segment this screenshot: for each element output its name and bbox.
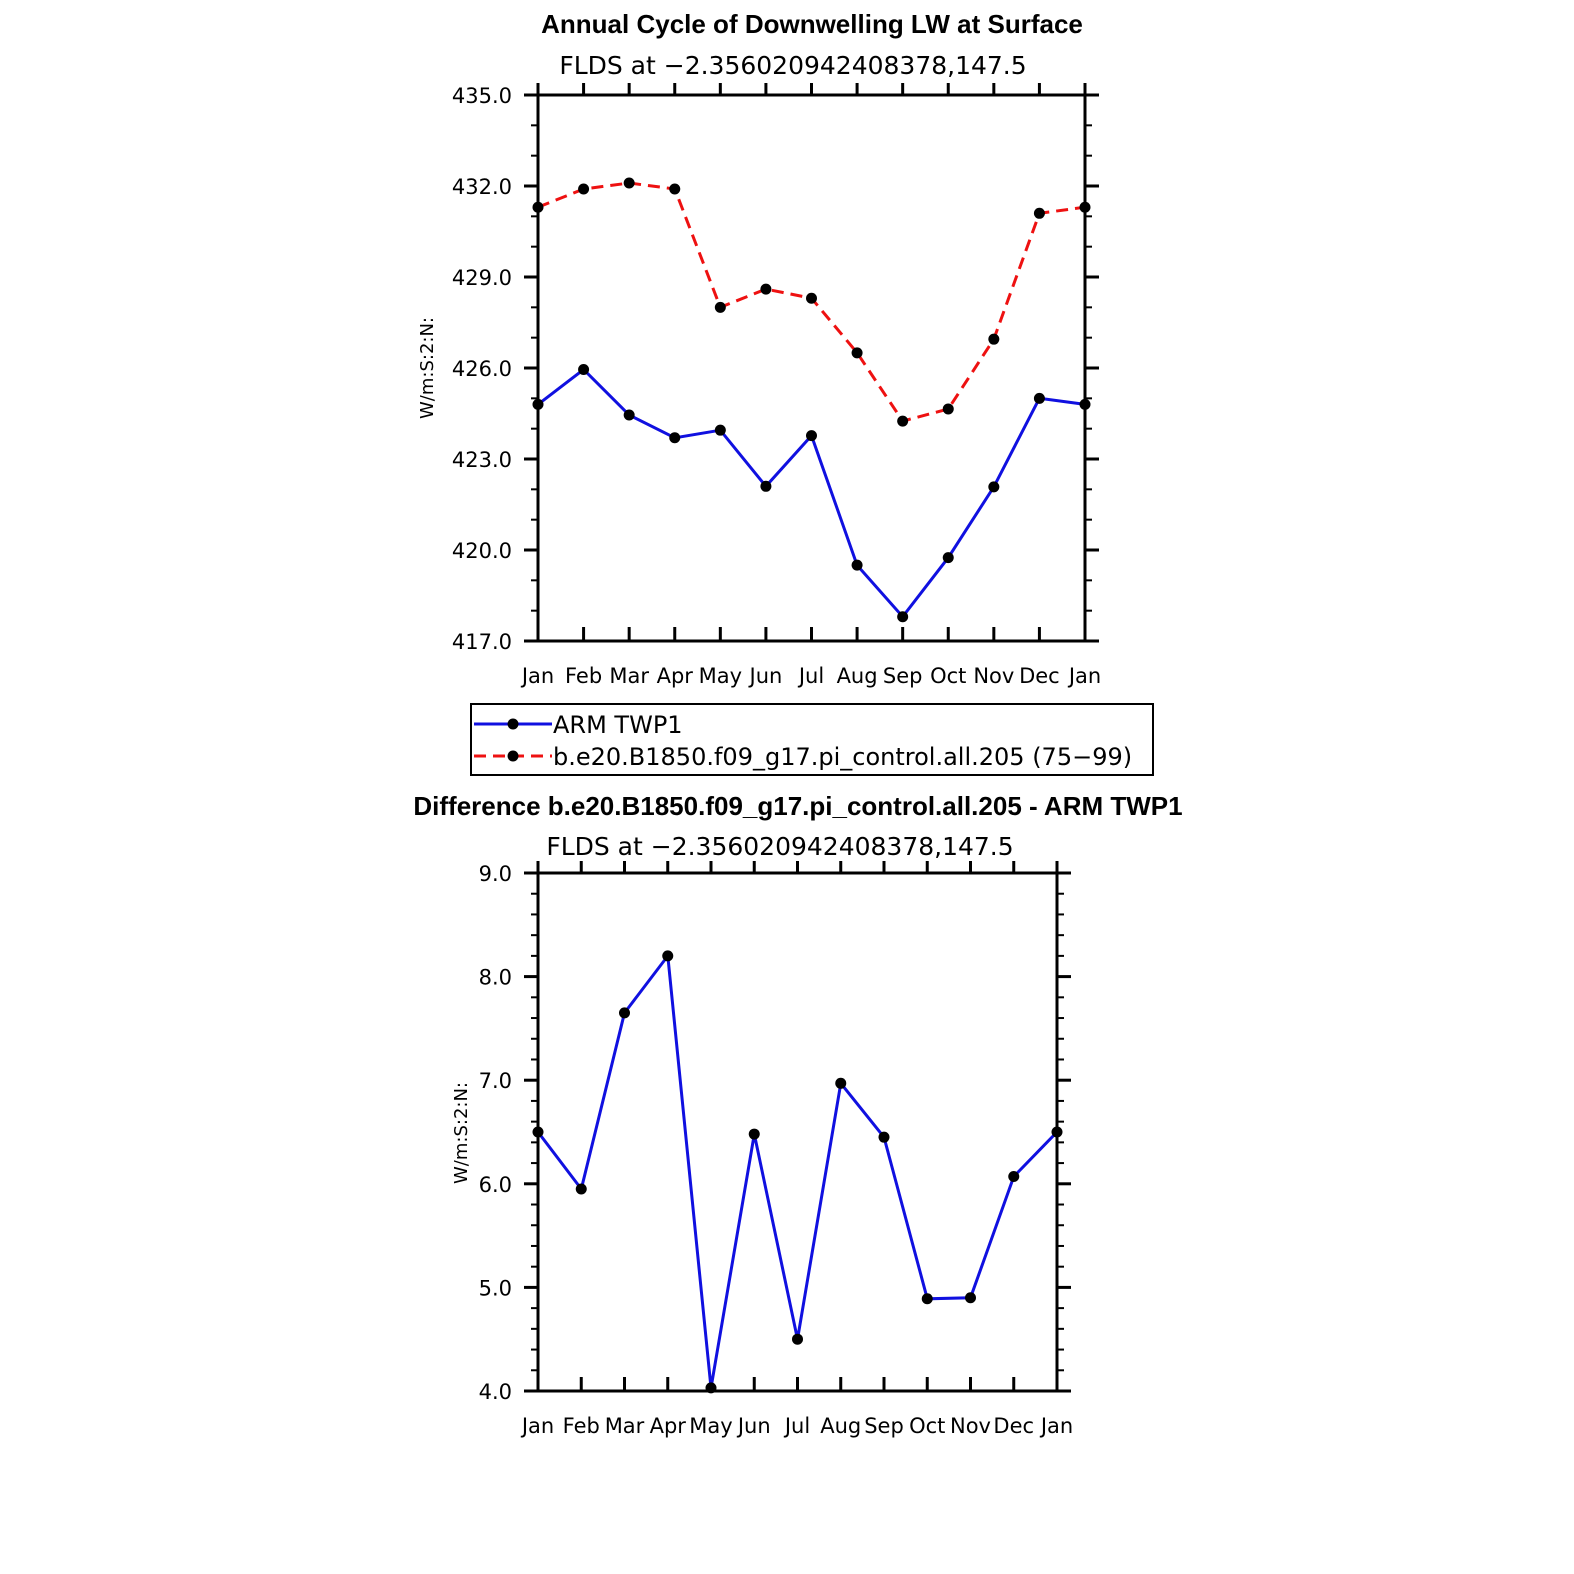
- data-point: [714, 301, 726, 313]
- chart-title: Annual Cycle of Downwelling LW at Surfac…: [541, 9, 1083, 39]
- data-point: [619, 1007, 630, 1019]
- x-tick-label: Jun: [748, 664, 783, 688]
- tick-marks: [524, 83, 1099, 643]
- data-point: [760, 283, 772, 295]
- data-point: [897, 415, 909, 427]
- x-tick-label: Jan: [1039, 1414, 1073, 1438]
- data-point: [942, 403, 954, 415]
- x-tick-label: Jan: [520, 664, 554, 688]
- data-point: [806, 292, 817, 304]
- series-layer: [532, 177, 1091, 623]
- plot-frame: [536, 93, 1087, 643]
- data-point: [792, 1333, 803, 1345]
- y-tick-label: 7.0: [479, 1069, 512, 1093]
- data-point: [851, 559, 863, 571]
- x-tick-label: Jun: [736, 1414, 771, 1438]
- y-tick-label: 417.0: [452, 630, 512, 654]
- data-point: [578, 364, 590, 376]
- data-point: [662, 950, 674, 962]
- x-tick-label: Mar: [609, 664, 649, 688]
- data-point: [760, 480, 772, 492]
- data-point: [988, 481, 1000, 493]
- x-tick-label: Nov: [950, 1414, 991, 1438]
- x-tick-label: Apr: [657, 664, 694, 688]
- x-tick-label: May: [699, 664, 742, 688]
- data-point: [878, 1131, 890, 1143]
- data-point: [748, 1128, 760, 1140]
- y-tick-label: 435.0: [452, 84, 512, 108]
- series-line: [537, 367, 1086, 620]
- tick-labels: Jan Feb Mar Apr May Jun Jul Aug Sep Oct Nov Dec Jan4…: [479, 862, 1074, 1438]
- data-point: [575, 1183, 587, 1195]
- tick-marks: [524, 861, 1071, 1393]
- data-point: [714, 424, 726, 436]
- y-tick-label: 429.0: [452, 266, 512, 290]
- chart-title: Difference b.e20.B1850.f09_g17.pi_contro…: [413, 791, 1182, 821]
- plot-frame: [536, 871, 1059, 1393]
- x-tick-label: Nov: [973, 664, 1014, 688]
- data-point: [623, 409, 635, 421]
- data-point: [942, 552, 954, 564]
- chart-subtitle: FLDS at −2.356020942408378,147.5: [559, 51, 1026, 80]
- y-tick-label: 423.0: [452, 448, 512, 472]
- data-point: [669, 183, 681, 195]
- data-point: [806, 430, 817, 442]
- x-tick-label: Aug: [837, 664, 878, 688]
- x-tick-label: Oct: [909, 1414, 945, 1438]
- y-tick-label: 420.0: [452, 539, 512, 563]
- data-point: [921, 1293, 933, 1305]
- y-tick-label: 5.0: [479, 1276, 512, 1300]
- x-tick-label: Feb: [563, 1414, 600, 1438]
- y-tick-label: 6.0: [479, 1173, 512, 1197]
- tick-labels: Jan Feb Mar Apr May Jun Jul Aug Sep Oct Nov Dec Jan 4…: [452, 84, 1101, 688]
- x-tick-label: Mar: [605, 1414, 645, 1438]
- y-axis-label: W/m:S:2:N:: [451, 1082, 472, 1184]
- x-tick-label: Dec: [1019, 664, 1060, 688]
- series-layer: [532, 950, 1063, 1394]
- x-tick-label: Jul: [783, 1414, 810, 1438]
- data-point: [1008, 1171, 1020, 1183]
- chart-subtitle: FLDS at −2.356020942408378,147.5: [546, 832, 1013, 861]
- data-point: [669, 432, 681, 444]
- legend-label: b.e20.B1850.f09_g17.pi_control.all.205 (…: [553, 743, 1132, 771]
- x-tick-label: Sep: [864, 1414, 904, 1438]
- series-line: [536, 951, 1059, 1389]
- x-tick-label: Aug: [820, 1414, 861, 1438]
- data-point: [988, 333, 1000, 345]
- y-tick-label: 8.0: [479, 966, 512, 990]
- chart-annual-cycle: Annual Cycle of Downwelling LW at Surfac…: [417, 9, 1154, 776]
- legend-box: [470, 703, 1154, 776]
- y-axis-label: W/m:S:2:N:: [417, 317, 438, 419]
- y-tick-label: 432.0: [452, 175, 512, 199]
- data-point: [965, 1292, 976, 1304]
- y-tick-label: 4.0: [479, 1380, 512, 1404]
- data-point: [578, 183, 590, 195]
- x-tick-label: Jan: [520, 1414, 554, 1438]
- legend-entries: ARM TWP1 b.e20.B1850.f09_g17.pi_control.a…: [474, 711, 1132, 771]
- x-tick-label: Sep: [883, 664, 923, 688]
- x-tick-label: Jul: [797, 664, 824, 688]
- x-tick-label: Apr: [650, 1414, 687, 1438]
- y-tick-label: 9.0: [479, 862, 512, 886]
- x-tick-label: Dec: [993, 1414, 1034, 1438]
- legend-marker: [507, 750, 519, 762]
- x-tick-label: Oct: [930, 664, 966, 688]
- x-tick-label: Feb: [565, 664, 602, 688]
- x-tick-label: Jan: [1067, 664, 1101, 688]
- y-tick-label: 426.0: [452, 357, 512, 381]
- chart-difference: Difference b.e20.B1850.f09_g17.pi_contro…: [413, 791, 1182, 1438]
- data-point: [1033, 207, 1045, 219]
- data-point: [851, 347, 863, 359]
- x-tick-label: May: [689, 1414, 732, 1438]
- data-point: [835, 1077, 847, 1089]
- data-point: [897, 611, 909, 623]
- data-point: [1033, 392, 1045, 404]
- legend: ARM TWP1 b.e20.B1850.f09_g17.pi_control.a…: [470, 703, 1154, 776]
- data-point: [623, 177, 635, 189]
- legend-label: ARM TWP1: [553, 711, 683, 739]
- legend-marker: [507, 718, 519, 730]
